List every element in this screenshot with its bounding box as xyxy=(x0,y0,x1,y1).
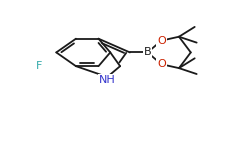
Text: B: B xyxy=(144,47,152,57)
Text: NH: NH xyxy=(99,75,116,85)
Text: O: O xyxy=(157,36,166,46)
Text: F: F xyxy=(36,61,42,71)
Text: O: O xyxy=(157,59,166,69)
